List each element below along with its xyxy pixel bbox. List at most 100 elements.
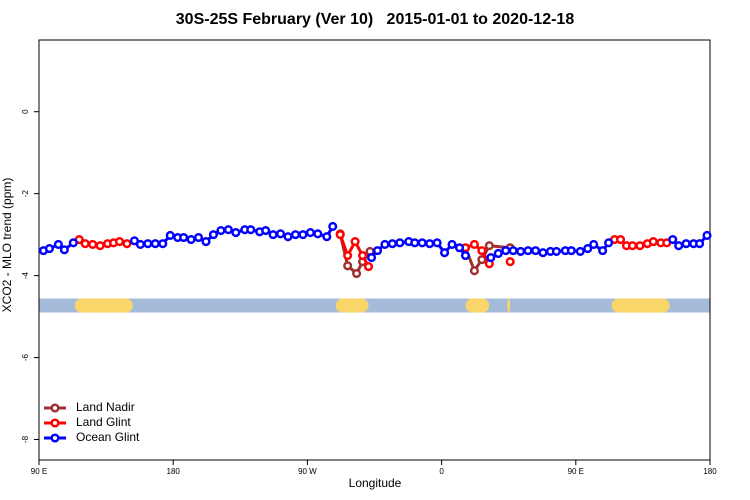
land-segment [74, 298, 133, 313]
data-point [516, 246, 526, 256]
data-point [493, 248, 503, 259]
data-point [165, 230, 175, 241]
legend-marker [50, 403, 60, 413]
land-segment [611, 298, 670, 313]
data-point [208, 230, 219, 240]
data-point [469, 266, 479, 276]
x-tick-label: 90 W [298, 467, 317, 476]
data-point [283, 232, 293, 242]
data-point [440, 248, 450, 258]
data-point [276, 229, 286, 239]
data-point [68, 238, 78, 248]
data-point [305, 228, 315, 238]
data-point [432, 238, 442, 248]
data-point [298, 230, 308, 240]
y-tick-label: -8 [21, 435, 30, 443]
y-tick-label: -2 [21, 190, 30, 198]
data-point [231, 228, 241, 238]
legend-marker [50, 418, 60, 428]
y-tick-label: 0 [21, 109, 30, 114]
data-point [59, 245, 69, 255]
data-point [387, 239, 397, 249]
data-point [380, 239, 390, 250]
land-segment [507, 298, 511, 313]
data-point [158, 239, 168, 249]
data-point [583, 244, 593, 254]
x-tick-label: 180 [703, 467, 717, 476]
x-tick-label: 90 E [568, 467, 584, 476]
data-point [358, 250, 368, 261]
ocean-band [39, 298, 710, 313]
data-point [575, 246, 585, 256]
data-point [454, 243, 465, 253]
data-point [143, 239, 153, 249]
data-point [469, 239, 479, 250]
data-point [328, 221, 338, 231]
data-point [668, 235, 678, 245]
data-point [216, 225, 226, 236]
data-point [80, 239, 90, 249]
data-point [648, 237, 658, 247]
data-point [551, 246, 561, 256]
data-point [88, 239, 98, 250]
data-point [261, 225, 271, 236]
data-point [193, 232, 204, 243]
chart-title: 30S-25S February (Ver 10) 2015-01-01 to … [176, 11, 575, 28]
data-point [505, 257, 515, 267]
data-point [122, 239, 132, 249]
data-point [135, 239, 145, 250]
data-point [635, 241, 645, 251]
x-tick-label: 0 [439, 467, 444, 476]
data-point [589, 239, 599, 250]
data-point [114, 237, 125, 247]
data-point [352, 269, 362, 279]
legend-label: Ocean Glint [76, 430, 140, 444]
data-point [695, 239, 705, 249]
data-point [460, 250, 471, 261]
land-segment [335, 298, 369, 313]
data-point [598, 246, 608, 256]
data-point [604, 238, 614, 248]
data-point [417, 238, 427, 248]
data-point [530, 246, 541, 256]
data-point [290, 230, 301, 240]
y-tick-label: -6 [21, 353, 30, 361]
data-point [615, 235, 626, 245]
data-point [627, 241, 638, 251]
data-point [44, 244, 54, 254]
data-point [538, 248, 548, 258]
data-point [681, 239, 691, 249]
legend-marker [50, 433, 60, 443]
data-point [366, 253, 377, 263]
data-point [447, 239, 457, 250]
data-point [523, 246, 533, 256]
data-point [508, 246, 518, 256]
x-axis-label: Longitude [349, 476, 402, 490]
data-point [179, 232, 189, 243]
data-point [335, 230, 345, 240]
data-point [486, 253, 496, 263]
data-point [223, 225, 233, 235]
data-point [95, 241, 105, 251]
legend-label: Land Nadir [76, 400, 135, 414]
data-point [350, 237, 360, 247]
data-point [186, 235, 196, 245]
data-point [246, 225, 256, 235]
data-point [674, 241, 684, 251]
data-point [322, 232, 332, 242]
y-tick-label: -4 [21, 272, 30, 280]
data-point [150, 239, 160, 249]
data-point [477, 246, 487, 256]
data-point [343, 250, 353, 261]
data-point [410, 238, 420, 248]
data-point [477, 255, 487, 265]
data-point [313, 229, 323, 239]
data-point [201, 237, 211, 247]
land-segment [465, 298, 490, 313]
data-point [566, 246, 576, 256]
data-point [425, 239, 435, 249]
data-point [53, 239, 63, 250]
x-tick-label: 180 [167, 467, 181, 476]
data-point [268, 230, 278, 240]
